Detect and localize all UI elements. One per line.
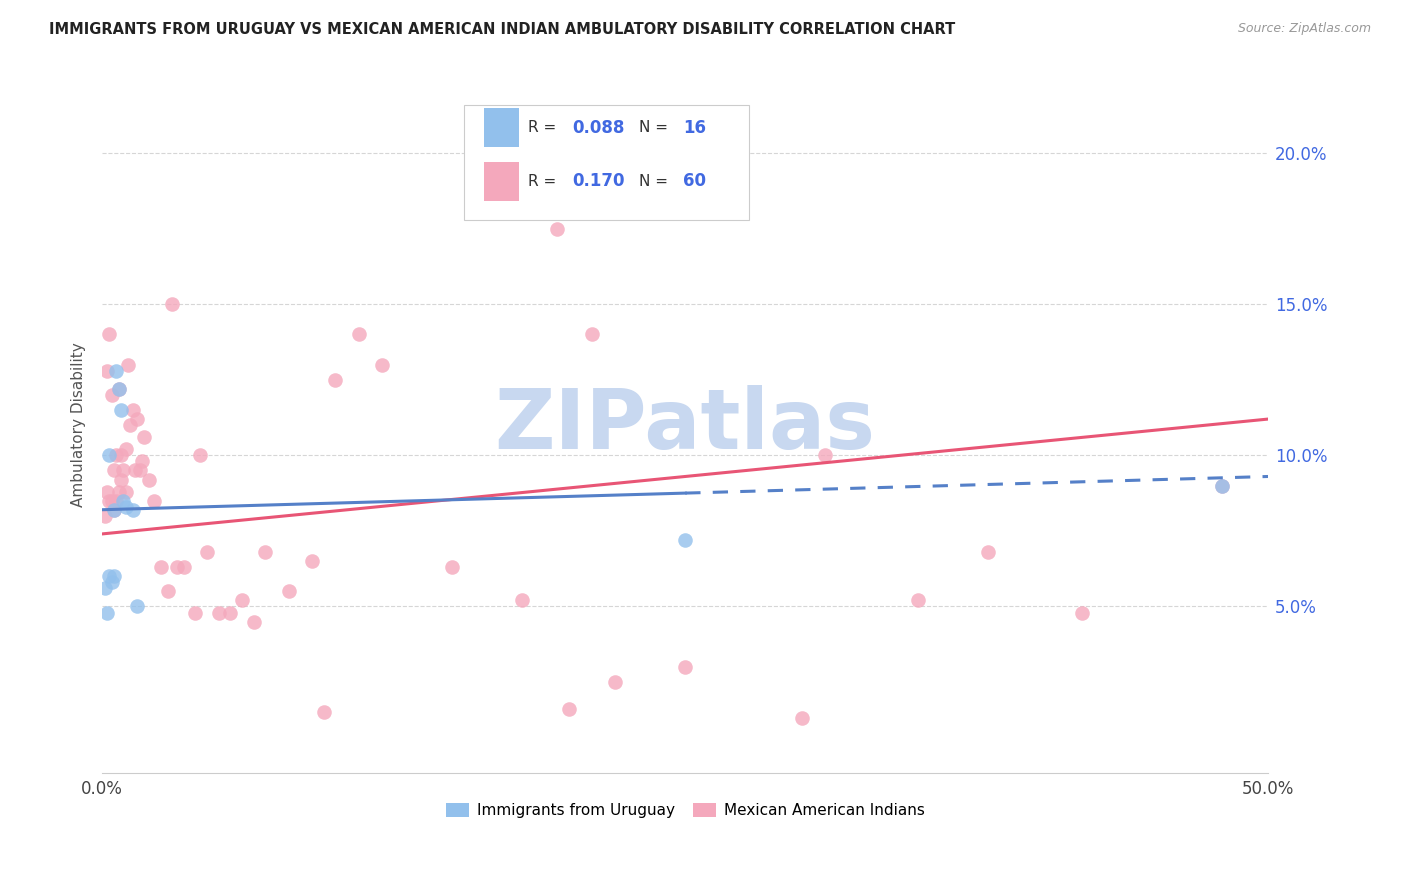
Point — [120, 418, 142, 433]
Point — [114, 442, 136, 457]
Point — [277, 584, 299, 599]
Point — [98, 569, 121, 583]
Point — [117, 358, 139, 372]
Point — [977, 545, 1000, 559]
Point — [1211, 478, 1233, 492]
Point — [103, 502, 125, 516]
Point — [219, 606, 242, 620]
Point — [134, 430, 156, 444]
Text: R =: R = — [527, 174, 561, 189]
Point — [195, 545, 218, 559]
Point — [105, 448, 128, 462]
Point — [112, 493, 135, 508]
Point — [673, 660, 696, 674]
Text: 0.170: 0.170 — [572, 172, 624, 191]
Point — [121, 403, 143, 417]
Point — [510, 593, 533, 607]
Point — [546, 221, 568, 235]
Point — [93, 508, 115, 523]
Point — [100, 575, 122, 590]
Point — [142, 493, 165, 508]
Point — [103, 569, 125, 583]
Point — [173, 560, 195, 574]
Point — [156, 584, 179, 599]
Point — [1070, 606, 1092, 620]
Text: ZIPatlas: ZIPatlas — [495, 384, 876, 466]
Point — [96, 484, 118, 499]
Point — [166, 560, 188, 574]
Point — [188, 448, 211, 462]
Text: 0.088: 0.088 — [572, 119, 624, 136]
Point — [98, 448, 121, 462]
Point — [441, 560, 464, 574]
Point — [160, 297, 183, 311]
Point — [96, 364, 118, 378]
Point — [124, 463, 146, 477]
Point — [100, 388, 122, 402]
Point — [907, 593, 929, 607]
Point — [121, 502, 143, 516]
Bar — [484, 162, 519, 201]
Point — [103, 502, 125, 516]
Bar — [484, 109, 519, 146]
Point — [107, 382, 129, 396]
Point — [107, 484, 129, 499]
Point — [312, 706, 335, 720]
Point — [605, 675, 627, 690]
Point — [814, 448, 837, 462]
Text: N =: N = — [638, 174, 672, 189]
Point — [208, 606, 231, 620]
Text: R =: R = — [527, 120, 561, 135]
Text: N =: N = — [638, 120, 672, 135]
Point — [301, 554, 323, 568]
Point — [325, 373, 347, 387]
Point — [127, 412, 149, 426]
Text: 60: 60 — [683, 172, 706, 191]
Point — [112, 463, 135, 477]
Point — [127, 599, 149, 614]
Point — [110, 403, 132, 417]
Legend: Immigrants from Uruguay, Mexican American Indians: Immigrants from Uruguay, Mexican America… — [440, 797, 931, 824]
Point — [114, 484, 136, 499]
Point — [673, 533, 696, 547]
Point — [371, 358, 394, 372]
Point — [110, 473, 132, 487]
Point — [98, 327, 121, 342]
Point — [254, 545, 277, 559]
Text: Source: ZipAtlas.com: Source: ZipAtlas.com — [1237, 22, 1371, 36]
FancyBboxPatch shape — [464, 105, 749, 220]
Y-axis label: Ambulatory Disability: Ambulatory Disability — [72, 343, 86, 508]
Point — [149, 560, 172, 574]
Point — [96, 606, 118, 620]
Point — [557, 702, 579, 716]
Point — [107, 382, 129, 396]
Point — [93, 582, 115, 596]
Point — [103, 463, 125, 477]
Text: IMMIGRANTS FROM URUGUAY VS MEXICAN AMERICAN INDIAN AMBULATORY DISABILITY CORRELA: IMMIGRANTS FROM URUGUAY VS MEXICAN AMERI… — [49, 22, 956, 37]
Point — [105, 493, 128, 508]
Point — [131, 454, 153, 468]
Point — [98, 493, 121, 508]
Text: 16: 16 — [683, 119, 706, 136]
Point — [105, 364, 128, 378]
Point — [347, 327, 370, 342]
Point — [231, 593, 253, 607]
Point — [1211, 478, 1233, 492]
Point — [790, 711, 813, 725]
Point — [138, 473, 160, 487]
Point — [581, 327, 603, 342]
Point — [243, 615, 266, 629]
Point — [100, 493, 122, 508]
Point — [184, 606, 207, 620]
Point — [128, 463, 150, 477]
Point — [110, 448, 132, 462]
Point — [114, 500, 136, 514]
